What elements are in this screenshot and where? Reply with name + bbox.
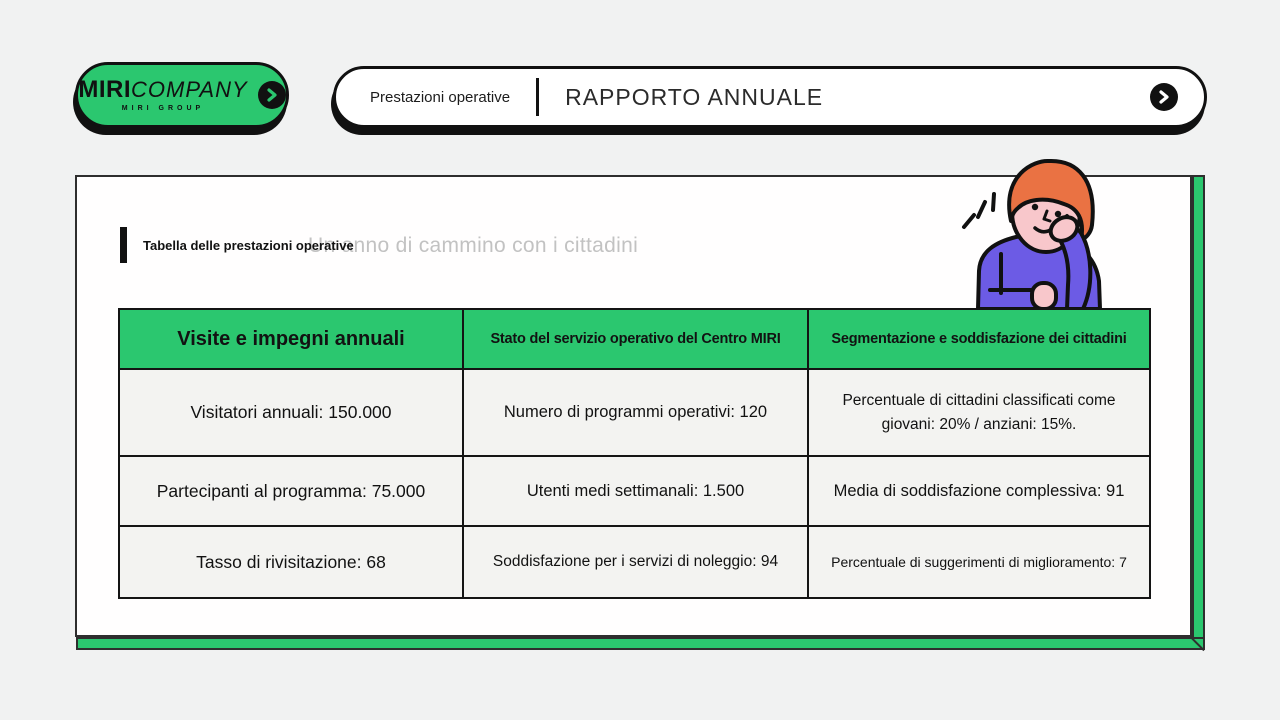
- card-side-green-edge: [1192, 175, 1205, 650]
- table-cell: Numero di programmi operativi: 120: [462, 368, 809, 457]
- table-row: Partecipanti al programma: 75.000 Utenti…: [118, 455, 1151, 527]
- brand-name-bold: MIRI: [78, 76, 132, 103]
- logo-arrow-icon[interactable]: [257, 81, 286, 109]
- person-illustration: [962, 158, 1102, 309]
- page-title: RAPPORTO ANNUALE: [565, 83, 824, 110]
- breadcrumb: Prestazioni operative: [370, 88, 511, 106]
- table-cell: Utenti medi settimanali: 1.500: [462, 455, 809, 527]
- brand-logo-text: MIRI COMPANY MIRI GROUP: [78, 76, 248, 113]
- table-header-cell: Stato del servizio operativo del Centro …: [462, 308, 809, 370]
- table-cell: Partecipanti al programma: 75.000: [118, 455, 464, 527]
- brand-subtext: MIRI GROUP: [121, 105, 205, 112]
- table-header-cell: Segmentazione e soddisfazione dei cittad…: [807, 308, 1151, 370]
- table-cell: Soddisfazione per i servizi di noleggio:…: [462, 525, 809, 599]
- brand-logo[interactable]: MIRI COMPANY MIRI GROUP: [75, 62, 289, 128]
- card-subtitle: Un anno di cammino con i cittadini: [308, 234, 639, 257]
- table-header-cell: Visite e impegni annuali: [118, 308, 464, 370]
- table-cell: Tasso di rivisitazione: 68: [118, 525, 464, 599]
- table-cell: Percentuale di suggerimenti di miglioram…: [807, 525, 1151, 599]
- table-cell: Percentuale di cittadini classificati co…: [807, 368, 1151, 457]
- table-cell: Media di soddisfazione complessiva: 91: [807, 455, 1151, 527]
- section-label: Tabella delle prestazioni operative: [143, 238, 354, 253]
- header-next-button[interactable]: [1150, 83, 1178, 111]
- table-row: Visitatori annuali: 150.000 Numero di pr…: [118, 368, 1151, 457]
- header-divider: [536, 78, 540, 116]
- table-cell: Visitatori annuali: 150.000: [118, 368, 464, 457]
- card-bottom-green-edge: [76, 637, 1205, 650]
- page-header: Prestazioni operative RAPPORTO ANNUALE: [333, 66, 1207, 128]
- table-header-row: Visite e impegni annuali Stato del servi…: [118, 308, 1151, 370]
- section-label-bar: [120, 227, 127, 263]
- table-row: Tasso di rivisitazione: 68 Soddisfazione…: [118, 525, 1151, 599]
- brand-name-italic: COMPANY: [131, 77, 248, 102]
- performance-table: Visite e impegni annuali Stato del servi…: [118, 308, 1151, 599]
